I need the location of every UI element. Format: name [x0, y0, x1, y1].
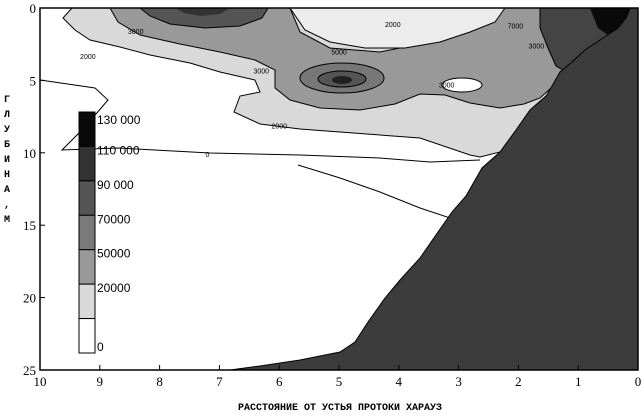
x-tick-label: 0	[635, 374, 642, 389]
x-tick-label: 4	[396, 374, 403, 389]
y-axis-title-letter: Л	[4, 110, 10, 121]
contour-region-topleft-core	[175, 8, 230, 16]
contour-label: 3000	[439, 83, 455, 90]
x-tick-label: 10	[34, 374, 47, 389]
legend-swatch	[78, 111, 96, 147]
y-tick-label: 0	[30, 1, 37, 16]
legend-label: 110 000	[97, 143, 140, 157]
contour-region-topleft-dark	[139, 8, 269, 29]
x-tick-label: 5	[336, 374, 343, 389]
legend-label: 50000	[97, 247, 131, 261]
y-axis: 0 5 10 15 20 25	[23, 1, 45, 378]
y-axis-title-letter: А	[4, 185, 10, 196]
x-tick-label: 1	[575, 374, 582, 389]
y-tick-label: 10	[23, 146, 36, 161]
contour-label: 5000	[331, 49, 347, 56]
y-axis-title-letter: ,	[4, 200, 10, 211]
contour-line-zero	[40, 79, 481, 163]
contour-label: 2000	[80, 54, 96, 61]
legend-swatch	[78, 180, 96, 216]
contour-label: 3000	[529, 44, 545, 51]
contour-label: 2000	[385, 22, 401, 29]
y-axis-title-letter: И	[4, 155, 10, 166]
contour-label: 2000	[271, 123, 287, 130]
legend-label: 70000	[97, 212, 131, 226]
river-bottom	[229, 8, 638, 370]
legend-swatch	[78, 283, 96, 320]
x-axis-title: РАССТОЯНИЕ ОТ УСТЬЯ ПРОТОКИ ХАРАУЗ	[238, 403, 442, 414]
legend-label: 130 000	[97, 113, 141, 127]
y-tick-label: 25	[23, 363, 36, 378]
legend-swatch	[78, 214, 96, 251]
contour-label: 3000	[128, 29, 144, 36]
x-axis: 10 9 8 7 6 5 4 3 2 1 0	[34, 365, 642, 389]
legend-label: 0	[97, 340, 104, 354]
y-axis-title-letter: У	[4, 125, 10, 136]
legend-label: 20000	[97, 281, 131, 295]
x-tick-label: 3	[455, 374, 462, 389]
legend-swatch	[78, 145, 96, 182]
legend: 0 20000 50000 70000 90 000 110 000 130 000	[78, 111, 141, 354]
contour-region-upper-pocket	[289, 8, 506, 49]
y-axis-title-letter: Н	[4, 170, 10, 181]
y-axis-title-letter: Б	[4, 140, 10, 151]
x-tick-label: 6	[276, 374, 283, 389]
contour-label: 7000	[508, 23, 524, 30]
x-tick-label: 2	[515, 374, 522, 389]
x-tick-label: 8	[156, 374, 163, 389]
contour-region-center-dark	[332, 76, 352, 84]
contour-labels: 0 2000 2000 3000 3000 5000 2000 3000 7000 3000	[80, 22, 544, 159]
x-tick-label: 7	[216, 374, 223, 389]
y-tick-label: 20	[23, 291, 36, 306]
legend-swatch	[78, 318, 96, 354]
contour-label: 0	[205, 152, 209, 159]
y-tick-label: 5	[30, 73, 37, 88]
y-tick-label: 15	[23, 218, 36, 233]
contour-label: 3000	[253, 68, 269, 75]
y-axis-title-letter: Г	[4, 95, 10, 106]
contour-fields	[40, 8, 638, 370]
x-tick-label: 9	[97, 374, 104, 389]
legend-label: 90 000	[97, 178, 134, 192]
contour-region-white-pocket	[441, 77, 483, 93]
y-axis-title-letter: М	[4, 215, 10, 226]
legend-swatch	[78, 249, 96, 285]
